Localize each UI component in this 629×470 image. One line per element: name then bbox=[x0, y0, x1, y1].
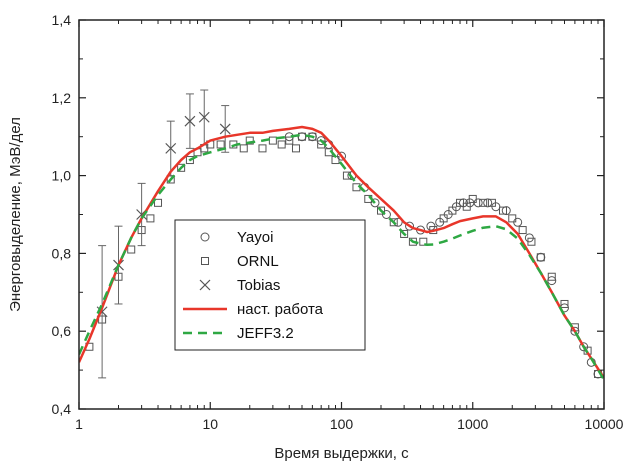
legend-item: JEFF3.2 bbox=[183, 325, 294, 342]
ornl-point bbox=[146, 214, 155, 223]
ornl-point bbox=[547, 272, 556, 281]
ornl-point bbox=[518, 226, 527, 235]
y-tick-label: 0,4 bbox=[52, 401, 72, 417]
series-line-jeff32 bbox=[79, 133, 604, 381]
ornl-point bbox=[291, 144, 300, 153]
legend-swatch bbox=[201, 257, 209, 265]
series-layer bbox=[79, 89, 604, 381]
ornl-point bbox=[448, 206, 457, 215]
ornl-point bbox=[536, 253, 545, 262]
y-tick-label: 1,4 bbox=[52, 12, 72, 28]
legend-swatch bbox=[200, 232, 210, 242]
ornl-point bbox=[285, 136, 294, 145]
series-tobias bbox=[96, 89, 231, 379]
x-tick-label: 10000 bbox=[585, 416, 624, 432]
yayoi-point bbox=[405, 221, 415, 231]
ornl-point bbox=[560, 299, 569, 308]
ornl-point bbox=[177, 163, 186, 172]
legend-item: ORNL bbox=[201, 253, 279, 270]
ornl-point bbox=[527, 237, 536, 246]
legend-box bbox=[174, 219, 366, 351]
ornl-point bbox=[498, 206, 507, 215]
legend-item: наст. работа bbox=[183, 301, 324, 318]
y-tick-label: 1,0 bbox=[52, 168, 72, 184]
yayoi-point bbox=[483, 198, 493, 208]
tobias-point-stroke bbox=[198, 111, 210, 123]
x-axis-title: Время выдержки, с bbox=[274, 445, 409, 462]
tobias-point bbox=[184, 115, 196, 127]
ornl-point bbox=[487, 198, 496, 207]
y-axis-title: Энерговыделение, МэВ/дел bbox=[7, 117, 24, 312]
ornl-point bbox=[277, 140, 286, 149]
ornl-point bbox=[258, 144, 267, 153]
axes-layer: 1 10 100 1000 10000 0,4 0,6 0,8 1,0 1,2 1,4 bbox=[52, 12, 624, 432]
legend: Yayoi ORNL Tobias наст. работа JEFF3.2 bbox=[174, 219, 366, 351]
legend-item: Yayoi bbox=[200, 229, 273, 246]
tobias-point bbox=[198, 111, 210, 123]
ornl-point bbox=[268, 136, 277, 145]
ornl-point bbox=[468, 194, 477, 203]
ornl-point bbox=[479, 198, 488, 207]
x-tick-label: 1000 bbox=[457, 416, 488, 432]
x-tick-label: 10 bbox=[202, 416, 218, 432]
ornl-point bbox=[439, 214, 448, 223]
legend-item: Tobias bbox=[199, 277, 280, 294]
ornl-point bbox=[216, 140, 225, 149]
ornl-point bbox=[297, 132, 306, 141]
legend-swatch bbox=[199, 279, 211, 291]
tobias-point-stroke bbox=[184, 115, 196, 127]
x-tick-label: 1 bbox=[75, 416, 83, 432]
yayoi-point bbox=[297, 132, 307, 142]
ornl-point bbox=[245, 136, 254, 145]
ornl-point bbox=[508, 214, 517, 223]
ornl-point bbox=[127, 245, 136, 254]
legend-label: Tobias bbox=[237, 277, 280, 294]
ornl-point bbox=[377, 206, 386, 215]
y-tick-label: 0,8 bbox=[52, 245, 72, 261]
legend-label: Yayoi bbox=[237, 229, 273, 246]
legend-label: ORNL bbox=[237, 253, 279, 270]
tobias-point-stroke bbox=[165, 142, 177, 154]
y-tick-label: 1,2 bbox=[52, 90, 72, 106]
legend-swatch-stroke bbox=[199, 279, 211, 291]
tobias-point bbox=[219, 123, 231, 135]
tobias-point bbox=[165, 142, 177, 154]
ornl-point bbox=[154, 198, 163, 207]
ornl-point bbox=[185, 156, 194, 165]
ornl-point bbox=[389, 218, 398, 227]
x-tick-label: 100 bbox=[330, 416, 354, 432]
ornl-point bbox=[239, 144, 248, 153]
ornl-point bbox=[462, 202, 471, 211]
plot-frame bbox=[78, 19, 605, 410]
y-tick-label: 0,6 bbox=[52, 323, 72, 339]
yayoi-point bbox=[536, 252, 546, 262]
legend-label: JEFF3.2 bbox=[237, 325, 294, 342]
ornl-point bbox=[419, 237, 428, 246]
series-line-present-work bbox=[79, 125, 604, 379]
tobias-point-stroke bbox=[219, 123, 231, 135]
legend-label: наст. работа bbox=[237, 301, 324, 318]
ornl-point bbox=[400, 229, 409, 238]
